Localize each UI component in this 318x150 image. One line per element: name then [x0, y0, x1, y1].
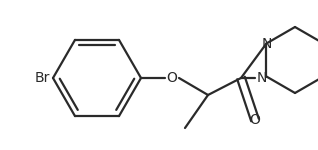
- Text: O: O: [250, 113, 260, 127]
- Text: N: N: [261, 36, 272, 51]
- Text: O: O: [167, 71, 177, 85]
- Text: N: N: [257, 71, 267, 85]
- Text: Br: Br: [35, 71, 50, 85]
